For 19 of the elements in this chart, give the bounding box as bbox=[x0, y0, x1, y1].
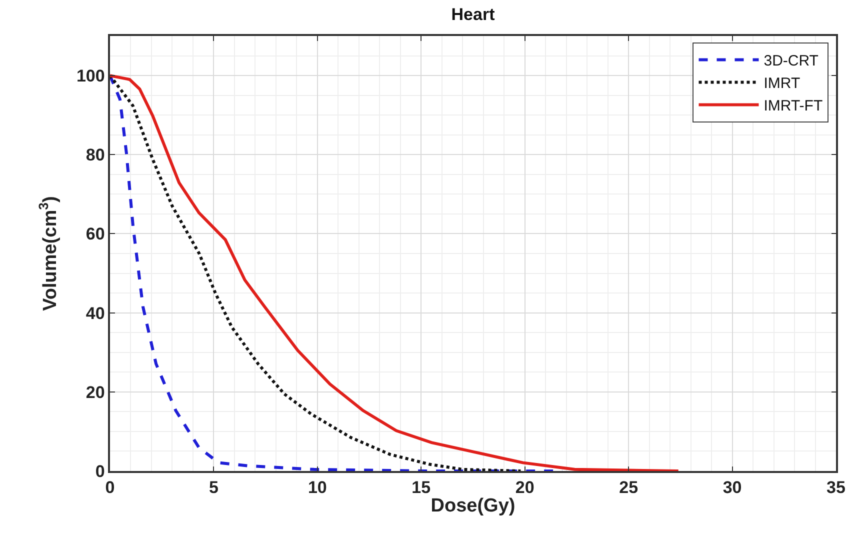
y-tick-label: 80 bbox=[86, 146, 105, 165]
x-tick-label: 10 bbox=[308, 478, 327, 498]
x-tick-label: 35 bbox=[826, 478, 846, 498]
y-tick-label: 40 bbox=[86, 304, 105, 323]
x-tick-label: 25 bbox=[619, 478, 638, 498]
x-tick-label: 5 bbox=[208, 478, 218, 498]
legend-label: IMRT-FT bbox=[764, 98, 823, 115]
y-tick-label: 20 bbox=[86, 382, 105, 402]
legend-label: 3D-CRT bbox=[764, 52, 818, 70]
y-tick-label: 60 bbox=[86, 224, 105, 244]
x-axis-title: Dose(Gy) bbox=[430, 495, 516, 516]
x-tick-label: 20 bbox=[515, 478, 534, 498]
chart-title: Heart bbox=[451, 4, 496, 24]
y-tick-label: 0 bbox=[95, 462, 105, 481]
y-tick-label: 100 bbox=[76, 66, 105, 86]
x-tick-label: 30 bbox=[722, 478, 742, 498]
line-series bbox=[110, 74, 680, 471]
legend-label: IMRT bbox=[764, 75, 800, 92]
x-tick-label: 15 bbox=[412, 478, 431, 498]
